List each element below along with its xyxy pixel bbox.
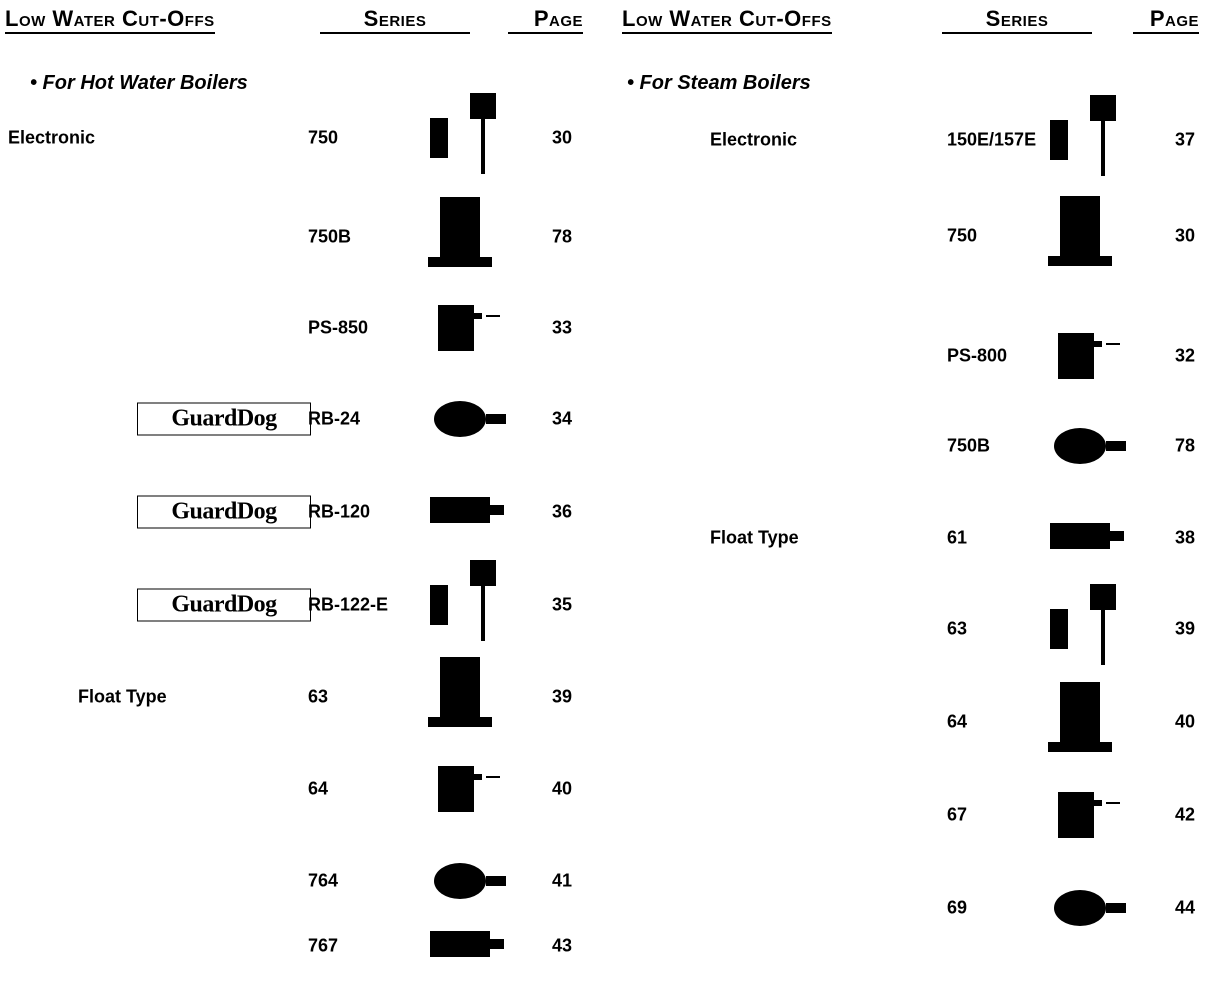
brand-logo: GuardDog xyxy=(137,588,311,622)
page-number: 30 xyxy=(552,127,573,148)
series: 767 xyxy=(308,935,339,956)
page-number: 33 xyxy=(552,317,573,338)
product-icon xyxy=(1050,584,1116,665)
group-label: Electronic xyxy=(8,127,96,148)
product-icon xyxy=(1050,523,1124,549)
series: 63 xyxy=(947,618,968,639)
series: PS-850 xyxy=(308,317,369,338)
product-icon xyxy=(1058,792,1120,838)
product-icon xyxy=(430,560,496,641)
page-number: 34 xyxy=(552,408,573,429)
subtitle: • For Steam Boilers xyxy=(627,72,811,94)
series: 764 xyxy=(308,870,339,891)
series: RB-24 xyxy=(308,408,361,429)
product-icon xyxy=(1054,428,1126,464)
page-number: 42 xyxy=(1175,804,1196,825)
product-icon xyxy=(428,197,492,267)
brand-logo: GuardDog xyxy=(137,402,311,436)
series: RB-120 xyxy=(308,501,371,522)
group-label: Electronic xyxy=(710,129,798,150)
series: 67 xyxy=(947,804,968,825)
group-label: Float Type xyxy=(78,686,167,707)
series: 64 xyxy=(308,778,329,799)
product-icon xyxy=(430,931,504,957)
page-number: 39 xyxy=(552,686,573,707)
product-icon xyxy=(1050,95,1116,176)
header-series: Series xyxy=(942,6,1092,34)
product-icon xyxy=(1058,333,1120,379)
product-icon xyxy=(434,863,506,899)
series: 63 xyxy=(308,686,329,707)
series: RB-122-E xyxy=(308,594,389,615)
page-number: 78 xyxy=(1175,435,1196,456)
series: 64 xyxy=(947,711,968,732)
page-number: 37 xyxy=(1175,129,1196,150)
series: 750 xyxy=(947,225,978,246)
series: 750 xyxy=(308,127,339,148)
group-label: Float Type xyxy=(710,527,799,548)
series: 61 xyxy=(947,527,968,548)
product-icon xyxy=(1054,890,1126,926)
header-title: Low Water Cut-Offs xyxy=(5,6,215,34)
series: 69 xyxy=(947,897,968,918)
header-series: Series xyxy=(320,6,470,34)
page-number: 40 xyxy=(1175,711,1196,732)
page-number: 30 xyxy=(1175,225,1196,246)
product-icon xyxy=(434,401,506,437)
header-page: Page xyxy=(1133,6,1199,34)
brand-logo: GuardDog xyxy=(137,495,311,529)
page-number: 78 xyxy=(552,226,573,247)
product-icon xyxy=(430,93,496,174)
series: 750B xyxy=(308,226,352,247)
page-number: 43 xyxy=(552,935,573,956)
product-icon xyxy=(1048,682,1112,752)
page-number: 39 xyxy=(1175,618,1196,639)
page-number: 32 xyxy=(1175,345,1196,366)
product-icon xyxy=(1048,196,1112,266)
page-number: 44 xyxy=(1175,897,1196,918)
page-number: 41 xyxy=(552,870,573,891)
page-number: 35 xyxy=(552,594,573,615)
header-page: Page xyxy=(508,6,583,34)
subtitle: • For Hot Water Boilers xyxy=(30,72,248,94)
product-icon xyxy=(438,305,500,351)
header-title: Low Water Cut-Offs xyxy=(622,6,832,34)
page-number: 36 xyxy=(552,501,573,522)
product-icon xyxy=(430,497,504,523)
product-icon xyxy=(438,766,500,812)
series: 150E/157E xyxy=(947,129,1037,150)
series: PS-800 xyxy=(947,345,1008,366)
page-number: 38 xyxy=(1175,527,1196,548)
series: 750B xyxy=(947,435,991,456)
page-number: 40 xyxy=(552,778,573,799)
product-icon xyxy=(428,657,492,727)
